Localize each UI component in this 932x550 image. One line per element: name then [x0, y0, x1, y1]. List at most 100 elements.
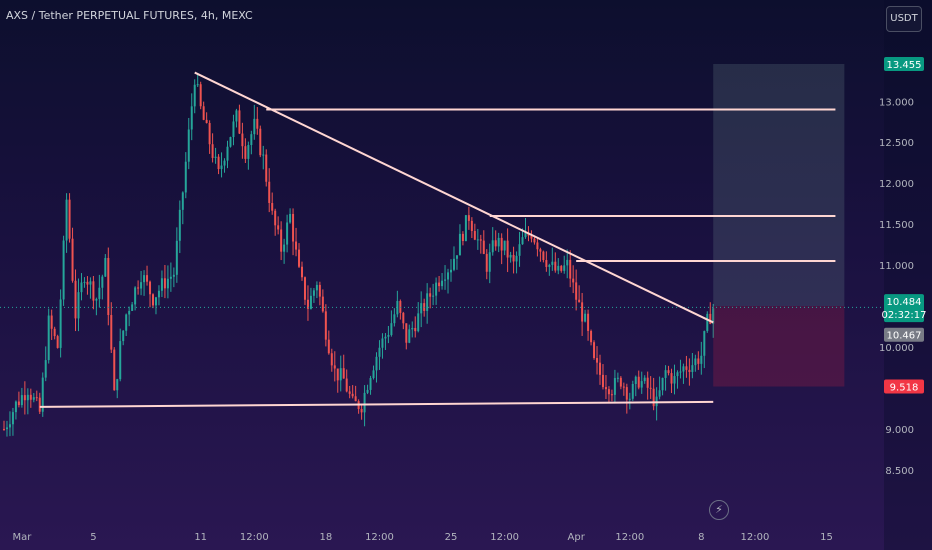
candle-body [17, 401, 20, 406]
candle-body [312, 290, 315, 296]
y-tick-label: 11.500 [879, 220, 914, 231]
candle-body [38, 397, 41, 412]
candle-body [211, 144, 214, 158]
candle-body [244, 146, 247, 159]
candle-body [137, 287, 140, 289]
current-price-tag-bg [884, 294, 924, 323]
candle-body [616, 377, 619, 379]
candle-body [464, 215, 467, 242]
candle-body [154, 297, 157, 306]
candle-body [581, 302, 584, 322]
candle-body [542, 251, 545, 261]
candle-body [706, 313, 709, 332]
candle-body [470, 220, 473, 232]
price-tags: 13.455 10.484 02:32:17 10.467 9.518 [882, 56, 926, 394]
candle-body [327, 339, 330, 354]
candle-body [140, 282, 143, 289]
candle-body [286, 222, 289, 245]
candle-body [622, 386, 625, 388]
candle-body [441, 280, 444, 287]
candle-body [435, 282, 438, 296]
candle-body [557, 265, 560, 271]
drawings-layer [0, 63, 884, 408]
x-tick-label: 18 [319, 532, 332, 543]
candle-body [491, 240, 494, 253]
candle-body [551, 261, 554, 265]
candle-body [74, 280, 77, 319]
target-price-tag: 13.455 [887, 60, 922, 71]
candle-body [95, 298, 98, 301]
candle-body [390, 323, 393, 336]
y-tick-label: 12.000 [879, 179, 914, 190]
candle-body [572, 278, 575, 283]
candle-body [26, 394, 29, 401]
candle-body [682, 366, 685, 372]
candle-body [172, 274, 175, 277]
candle-body [685, 366, 688, 370]
time-axis[interactable]: Mar 5 11 12:00 18 12:00 25 12:00 Apr 12:00 8 12:00 1… [12, 532, 832, 543]
candle-body [277, 225, 280, 230]
candle-body [688, 369, 691, 373]
candle-body [429, 293, 432, 297]
candle-body [363, 392, 366, 413]
candle-body [560, 265, 563, 271]
candle-body [77, 292, 80, 319]
x-tick-label: 12:00 [365, 532, 394, 543]
candle-body [444, 279, 447, 281]
candle-body [345, 378, 348, 392]
candle-body [280, 229, 283, 252]
price-axis[interactable]: 13.000 12.500 12.000 11.500 11.000 10.000 9.00… [879, 0, 932, 550]
candle-body [11, 412, 14, 425]
candle-body [250, 134, 253, 146]
y-tick-label: 10.000 [879, 343, 914, 354]
candle-body [29, 394, 32, 400]
candle-body [309, 295, 312, 309]
candle-body [554, 261, 557, 271]
candle-body [387, 335, 390, 337]
candle-body [71, 238, 74, 281]
candle-body [119, 341, 122, 380]
candle-body [369, 378, 372, 390]
candle-body [396, 301, 399, 315]
x-tick-label: 12:00 [240, 532, 269, 543]
candle-body [65, 199, 68, 241]
candle-body [426, 293, 429, 311]
candle-body [166, 278, 169, 289]
candle-body [98, 287, 101, 299]
candle-body [515, 255, 518, 262]
candle-body [152, 294, 154, 306]
lightning-icon[interactable]: ⚡ [709, 500, 729, 520]
candle-body [599, 362, 601, 375]
currency-button[interactable]: USDT [886, 6, 922, 32]
candle-body [631, 383, 634, 399]
y-tick-label: 12.500 [879, 138, 914, 149]
candle-body [545, 260, 548, 267]
candle-body [295, 241, 298, 250]
candle-body [649, 387, 652, 389]
position-stop-zone [713, 306, 845, 387]
candle-body [596, 358, 599, 363]
candle-body [303, 277, 306, 300]
candle-body [384, 336, 387, 339]
candle-body [289, 213, 292, 223]
candle-body [92, 281, 95, 301]
candle-body [497, 237, 500, 247]
candle-body [324, 311, 327, 340]
candle-body [193, 84, 196, 107]
y-tick-label: 11.000 [879, 261, 914, 272]
candle-body [23, 395, 26, 401]
candle-body [235, 110, 238, 122]
price-axis-bg [884, 0, 932, 550]
candle-body [146, 275, 149, 282]
candle-body [524, 232, 527, 238]
x-tick-label: 5 [90, 532, 96, 543]
candle-body [518, 244, 521, 256]
x-tick-label: 12:00 [490, 532, 519, 543]
candle-body [214, 156, 217, 158]
candle-body [205, 119, 208, 124]
candle-body [20, 395, 23, 406]
candle-body [128, 310, 131, 315]
candle-body [53, 328, 56, 337]
